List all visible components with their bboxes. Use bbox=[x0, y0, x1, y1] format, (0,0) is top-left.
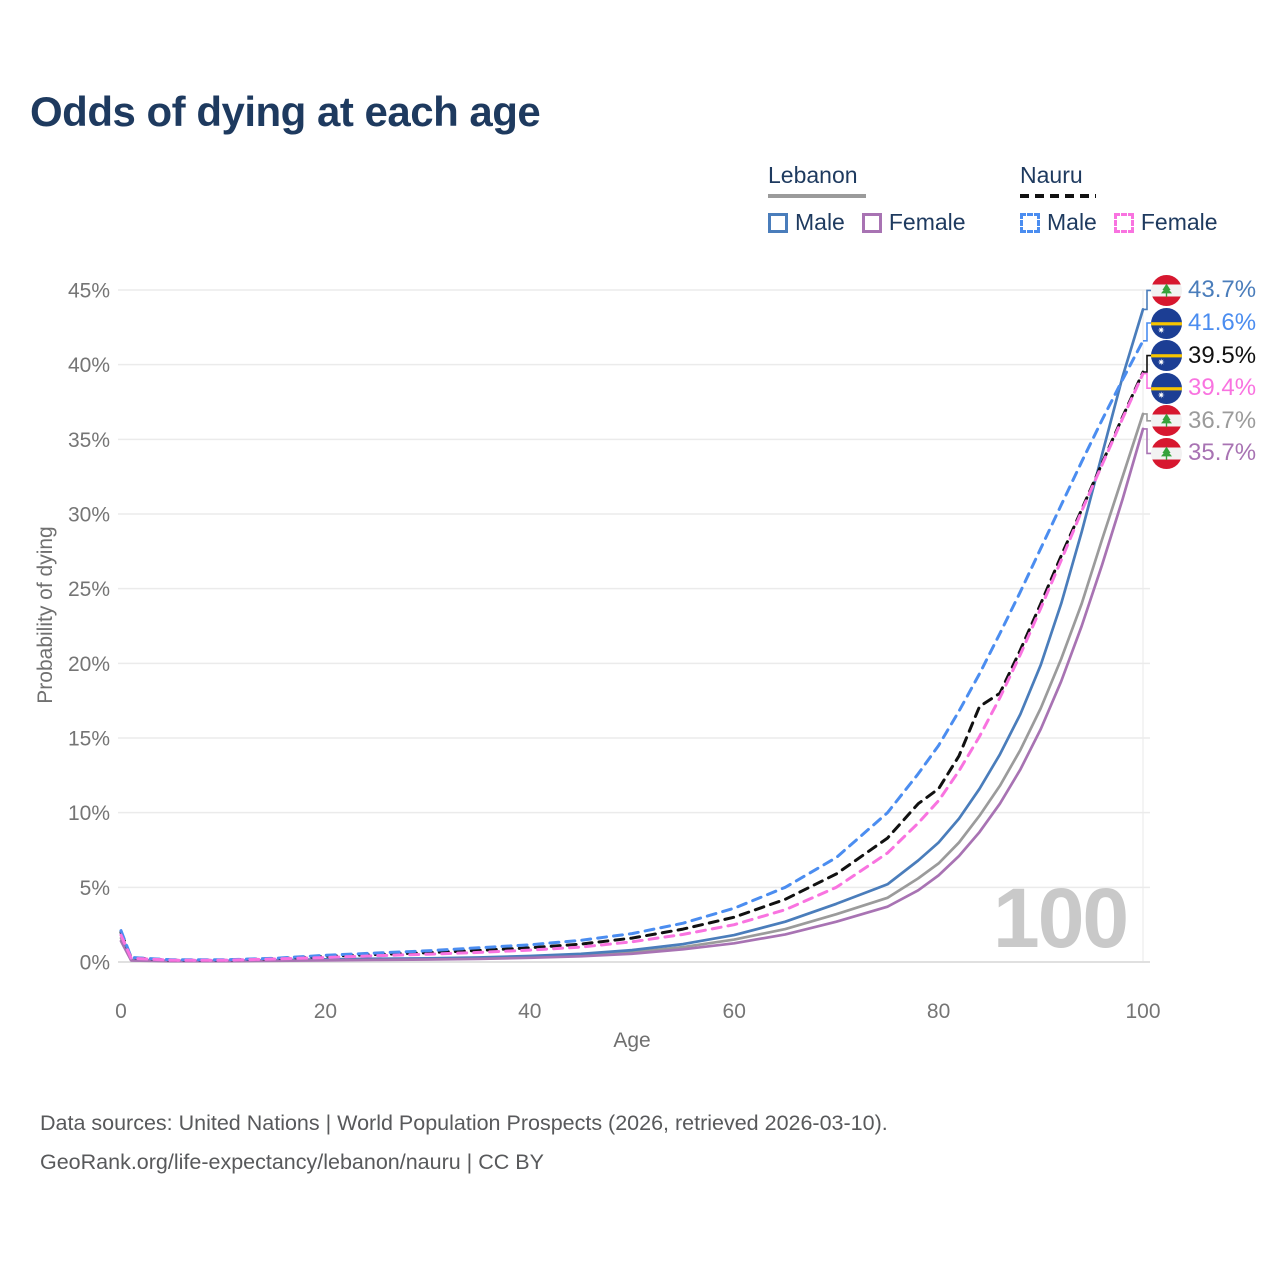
end-label-value: 43.7% bbox=[1188, 276, 1257, 304]
lebanon-female-checkbox-icon[interactable] bbox=[861, 212, 882, 233]
lebanon-male-checkbox-icon[interactable] bbox=[768, 212, 788, 233]
legend-item-lebanon-female[interactable]: Female bbox=[861, 209, 966, 236]
series-line-nauru-male-male[interactable] bbox=[119, 339, 1145, 962]
y-tick-label-10: 10% bbox=[68, 802, 110, 825]
y-tick-label-15: 15% bbox=[68, 728, 110, 751]
y-tick-label-25: 25% bbox=[68, 578, 110, 601]
end-label-nauru-male-male[interactable]: 41.6% bbox=[1151, 307, 1257, 339]
page-title: Odds of dying at each age bbox=[30, 88, 541, 135]
x-tick-label-60: 60 bbox=[723, 1000, 746, 1023]
age-100-watermark: 100 bbox=[993, 871, 1129, 965]
series-line-lebanon-female-female[interactable] bbox=[119, 427, 1145, 963]
y-tick-label-45: 45% bbox=[68, 280, 110, 303]
attribution-line: GeoRank.org/life-expectancy/lebanon/naur… bbox=[40, 1150, 544, 1174]
lebanon-flag-icon bbox=[1151, 274, 1182, 306]
legend-group-nauru: Nauru Male Female bbox=[1020, 162, 1218, 236]
y-tick-label-35: 35% bbox=[68, 429, 110, 452]
legend-label-lebanon-female[interactable]: Female bbox=[888, 209, 966, 235]
end-label-value: 39.5% bbox=[1188, 341, 1257, 369]
legend-country-lebanon: Lebanon bbox=[768, 162, 858, 188]
series-line-lebanon-both[interactable] bbox=[119, 412, 1145, 963]
end-label-value: 35.7% bbox=[1188, 439, 1257, 467]
series-line-nauru-both[interactable] bbox=[119, 370, 1145, 962]
x-axis-title: Age bbox=[613, 1029, 651, 1052]
end-label-lebanon-female-female[interactable]: 35.7% bbox=[1151, 437, 1257, 469]
legend-label-nauru-male[interactable]: Male bbox=[1047, 209, 1097, 235]
y-axis-title: Probability of dying bbox=[34, 526, 57, 704]
legend-country-nauru: Nauru bbox=[1020, 162, 1083, 188]
data-sources-line: Data sources: United Nations | World Pop… bbox=[40, 1111, 888, 1135]
end-label-value: 36.7% bbox=[1188, 406, 1257, 434]
end-label-nauru-both[interactable]: 39.5% bbox=[1151, 340, 1257, 372]
footer: Data sources: United Nations | World Pop… bbox=[40, 1104, 888, 1182]
y-tick-label-0: 0% bbox=[80, 952, 110, 975]
series-line-lebanon-male-male[interactable] bbox=[119, 308, 1145, 963]
lebanon-flag-icon bbox=[1151, 405, 1182, 437]
series-line-nauru-female-female[interactable] bbox=[119, 372, 1145, 962]
end-label-connector-nauru-female-female bbox=[1143, 372, 1153, 389]
nauru-male-checkbox-icon[interactable] bbox=[1020, 212, 1040, 233]
legend-item-lebanon-male[interactable]: Male bbox=[768, 209, 845, 236]
x-tick-label-0: 0 bbox=[115, 1000, 127, 1023]
end-label-value: 39.4% bbox=[1188, 374, 1257, 402]
legend-group-lebanon: Lebanon Male Female bbox=[768, 162, 966, 236]
end-label-connector-nauru-male-male bbox=[1143, 322, 1153, 342]
end-label-connector-lebanon-male-male bbox=[1143, 289, 1153, 311]
nauru-flag-icon bbox=[1151, 307, 1182, 339]
y-tick-label-30: 30% bbox=[68, 504, 110, 527]
end-label-value: 41.6% bbox=[1188, 309, 1257, 336]
legend-label-lebanon-male[interactable]: Male bbox=[795, 209, 845, 235]
x-tick-label-100: 100 bbox=[1125, 1000, 1160, 1023]
legend-row-lebanon: Male Female bbox=[768, 209, 966, 236]
y-tick-label-20: 20% bbox=[68, 653, 110, 676]
end-label-nauru-female-female[interactable]: 39.4% bbox=[1151, 372, 1257, 404]
nauru-total-line-key bbox=[1020, 194, 1096, 198]
y-tick-label-40: 40% bbox=[68, 354, 110, 377]
end-label-connector-lebanon-both bbox=[1143, 413, 1153, 422]
legend-label-nauru-female[interactable]: Female bbox=[1140, 209, 1218, 235]
y-tick-label-5: 5% bbox=[80, 877, 110, 900]
nauru-female-checkbox-icon[interactable] bbox=[1113, 212, 1134, 233]
legend-item-nauru-male[interactable]: Male bbox=[1020, 209, 1097, 236]
x-tick-label-80: 80 bbox=[927, 1000, 950, 1023]
nauru-flag-icon bbox=[1151, 372, 1182, 404]
nauru-flag-icon bbox=[1151, 340, 1182, 372]
x-tick-label-20: 20 bbox=[314, 1000, 337, 1023]
end-label-connector-nauru-both bbox=[1143, 354, 1153, 373]
end-label-connector-lebanon-female-female bbox=[1143, 428, 1153, 455]
legend-row-nauru: Male Female bbox=[1020, 209, 1218, 236]
x-tick-label-40: 40 bbox=[518, 1000, 541, 1023]
lebanon-flag-icon bbox=[1151, 437, 1182, 469]
lebanon-total-line-key bbox=[768, 194, 866, 198]
end-label-lebanon-male-male[interactable]: 43.7% bbox=[1151, 274, 1257, 306]
end-label-lebanon-both[interactable]: 36.7% bbox=[1151, 405, 1257, 437]
legend-item-nauru-female[interactable]: Female bbox=[1113, 209, 1218, 236]
